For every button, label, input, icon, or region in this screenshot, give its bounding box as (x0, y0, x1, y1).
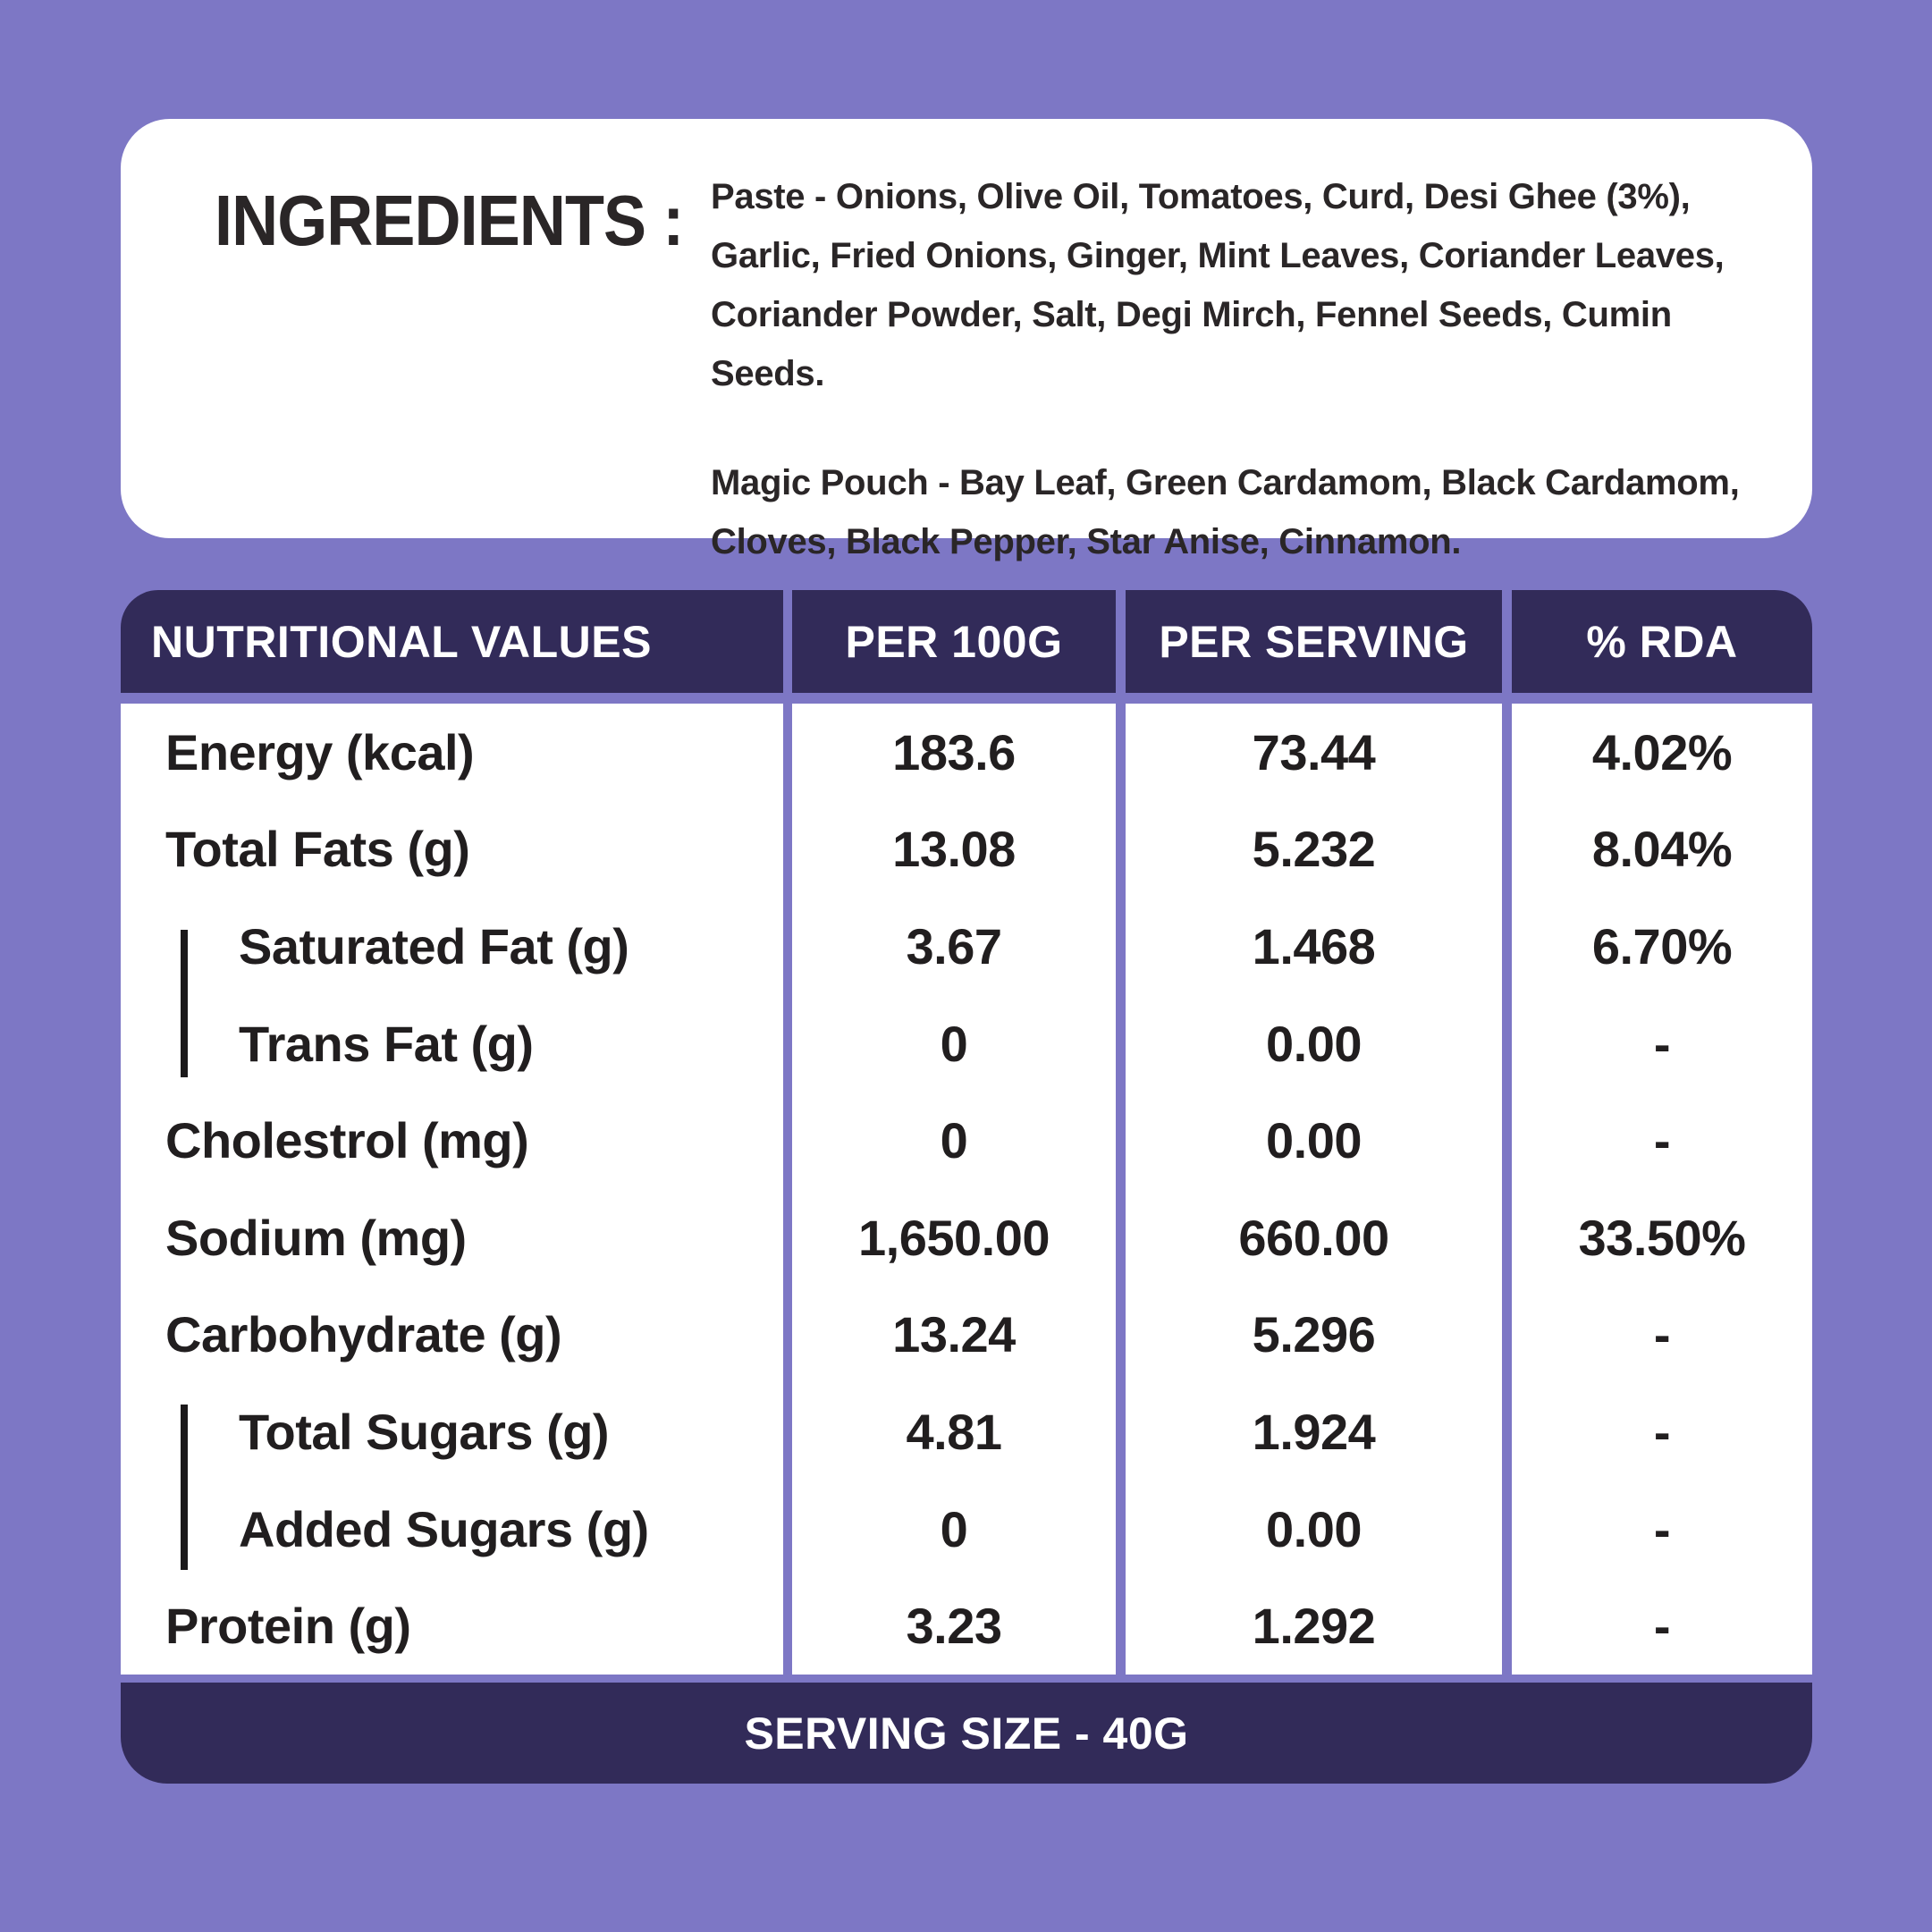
value-rda: 8.04% (1591, 821, 1733, 878)
labels-column: Energy (kcal) Total Fats (g) Saturated F… (121, 704, 783, 1675)
value-per-serving: 5.232 (1252, 821, 1376, 878)
row-label: Cholestrol (mg) (165, 1112, 529, 1169)
header-nutritional-values: NUTRITIONAL VALUES (121, 590, 783, 693)
header-per-100g: PER 100G (792, 590, 1116, 693)
value-rda: - (1653, 1598, 1671, 1655)
row-label: Added Sugars (g) (239, 1500, 649, 1557)
value-rda: 4.02% (1591, 723, 1733, 780)
value-rda: - (1653, 1112, 1671, 1169)
per-100g-column: 183.6 13.08 3.67 0 0 1,650.00 13.24 4.81… (792, 704, 1116, 1675)
paste-text: Onions, Olive Oil, Tomatoes, Curd, Desi … (711, 177, 1725, 393)
value-per-100g: 3.23 (906, 1598, 1003, 1655)
rda-column: 4.02% 8.04% 6.70% - - 33.50% - - - - (1512, 704, 1812, 1675)
row-label: Protein (g) (165, 1598, 411, 1655)
value-rda: 33.50% (1578, 1209, 1746, 1266)
ingredients-heading: INGREDIENTS : (215, 181, 684, 260)
row-label: Sodium (mg) (165, 1209, 467, 1266)
value-per-serving: 1.468 (1252, 917, 1376, 974)
per-serving-column: 73.44 5.232 1.468 0.00 0.00 660.00 5.296… (1126, 704, 1502, 1675)
value-per-100g: 13.08 (892, 821, 1016, 878)
value-per-serving: 5.296 (1252, 1306, 1376, 1363)
row-label: Energy (kcal) (165, 723, 475, 780)
row-label: Trans Fat (g) (239, 1015, 534, 1072)
value-per-100g: 1,650.00 (858, 1209, 1050, 1266)
serving-size-bar: SERVING SIZE - 40G (121, 1683, 1812, 1784)
value-rda: - (1653, 1403, 1671, 1460)
value-per-serving: 0.00 (1266, 1112, 1363, 1169)
ingredients-text-block: Paste - Onions, Olive Oil, Tomatoes, Cur… (711, 165, 1772, 561)
value-rda: - (1653, 1015, 1671, 1072)
row-label: Total Sugars (g) (239, 1403, 610, 1460)
ingredients-card: INGREDIENTS : Paste - Onions, Olive Oil,… (121, 119, 1812, 561)
value-rda: - (1653, 1500, 1671, 1557)
value-rda: - (1653, 1306, 1671, 1363)
value-per-serving: 1.924 (1252, 1403, 1376, 1460)
row-label: Total Fats (g) (165, 821, 470, 878)
value-per-100g: 13.24 (892, 1306, 1016, 1363)
value-per-serving: 1.292 (1252, 1598, 1376, 1655)
value-per-serving: 660.00 (1238, 1209, 1389, 1266)
paste-paragraph: Paste - Onions, Olive Oil, Tomatoes, Cur… (711, 167, 1772, 403)
row-label: Saturated Fat (g) (239, 917, 629, 974)
fats-subgroup-bar (181, 930, 188, 1077)
magic-pouch-paragraph: Magic Pouch - Bay Leaf, Green Cardamom, … (711, 453, 1772, 571)
value-per-100g: 3.67 (906, 917, 1003, 974)
serving-size-text: SERVING SIZE - 40G (744, 1708, 1189, 1759)
value-per-serving: 0.00 (1266, 1500, 1363, 1557)
sugars-subgroup-bar (181, 1405, 188, 1570)
paste-label: Paste - (711, 177, 836, 216)
magic-pouch-text: Bay Leaf, Green Cardamom, Black Cardamom… (711, 463, 1740, 561)
header-per-serving: PER SERVING (1126, 590, 1502, 693)
magic-pouch-label: Magic Pouch - (711, 463, 960, 502)
value-per-serving: 0.00 (1266, 1015, 1363, 1072)
value-rda: 6.70% (1591, 917, 1733, 974)
value-per-100g: 0 (940, 1112, 968, 1169)
value-per-100g: 0 (940, 1015, 968, 1072)
value-per-100g: 4.81 (906, 1403, 1003, 1460)
value-per-100g: 183.6 (892, 723, 1016, 780)
row-label: Carbohydrate (g) (165, 1306, 562, 1363)
header-rda: % RDA (1512, 590, 1812, 693)
value-per-100g: 0 (940, 1500, 968, 1557)
value-per-serving: 73.44 (1252, 723, 1376, 780)
